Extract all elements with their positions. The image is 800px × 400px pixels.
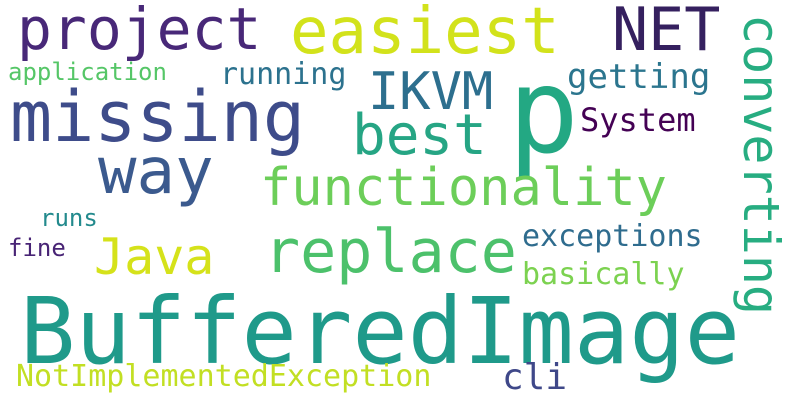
word-easiest: easiest [290,0,560,69]
word-way: way [98,135,214,209]
word-java: Java [94,228,215,286]
word-project: project [17,0,262,63]
word-net: NET [612,0,721,65]
word-bufferedimage: BufferedImage [20,278,741,385]
word-exceptions: exceptions [522,219,703,254]
word-getting: getting [567,57,711,97]
word-ikvm: IKVM [368,62,494,122]
word-fine: fine [8,234,66,262]
word-running: running [220,57,347,92]
word-basically: basically [522,257,685,292]
word-notimplementedexception: NotImplementedException [16,359,432,394]
word-cli: cli [502,357,568,398]
word-functionality: functionality [260,158,667,218]
word-replace: replace [264,217,517,287]
word-missing: missing [10,76,306,158]
word-converting: converting [732,14,790,316]
word-application: application [8,58,167,86]
word-best: best [352,103,487,168]
word-p: p [508,42,580,180]
word-system: System [580,101,696,139]
word-runs: runs [40,204,98,232]
